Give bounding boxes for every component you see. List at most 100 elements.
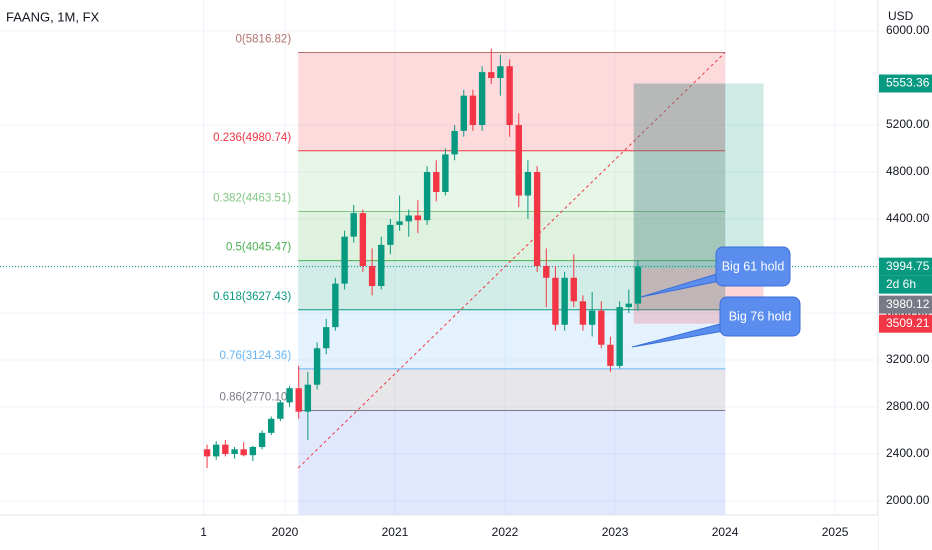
candle-body — [405, 215, 412, 222]
candle-body — [488, 72, 495, 79]
y-tick-label: 6000.00 — [886, 23, 930, 37]
candle-body — [543, 266, 550, 278]
fib-band — [298, 410, 726, 515]
candle-body — [460, 95, 467, 131]
y-tick-label: 2000.00 — [886, 493, 930, 507]
candle-body — [497, 66, 504, 79]
candle-body — [561, 277, 568, 325]
stop-badge-label: 3509.21 — [886, 316, 930, 330]
candle-body — [323, 327, 330, 349]
candle-body — [304, 384, 312, 412]
fib-retracement: 0(5816.82) 0.236(4980.74) 0.382(4463.51) 0.… — [213, 34, 726, 515]
x-tick-label: 2020 — [272, 525, 299, 539]
fib-label: 0.382(4463.51) — [213, 193, 291, 205]
x-tick-label: 2025 — [822, 525, 849, 539]
candle-body — [451, 130, 458, 155]
candle-body — [231, 449, 238, 455]
candle-body — [598, 310, 605, 345]
fib-label: 0.5(4045.47) — [226, 242, 291, 254]
x-tick-label: 2024 — [712, 525, 739, 539]
candle-body — [222, 444, 229, 455]
axes: 2000.002400.002800.003200.003600.004000.… — [200, 23, 932, 539]
long-position — [633, 83, 764, 324]
candle-body — [515, 125, 522, 196]
fib-label: 0.76(3124.36) — [220, 350, 292, 362]
fib-band — [298, 309, 726, 369]
candle-body — [295, 388, 302, 412]
candle-body — [313, 348, 321, 385]
callout-box — [719, 296, 801, 337]
x-tick-label: 1 — [200, 525, 207, 539]
candle-body — [634, 266, 642, 304]
candle-body — [268, 418, 275, 433]
fib-band — [298, 368, 726, 411]
position-progress — [633, 83, 726, 311]
countdown-badge — [879, 275, 932, 294]
candle-body — [442, 154, 449, 192]
target-badge-label: 5553.36 — [886, 76, 930, 90]
candle-body — [469, 95, 477, 126]
candles — [0, 48, 878, 469]
fib-band — [298, 150, 726, 212]
candle-body — [506, 66, 513, 126]
position-target-zone — [633, 83, 764, 269]
candle-body — [579, 301, 587, 325]
candle-body — [433, 172, 440, 192]
candle-body — [625, 303, 632, 308]
candle-body — [524, 172, 532, 196]
candle-body — [616, 307, 623, 366]
grid — [0, 0, 878, 515]
countdown-label: 2d 6h — [886, 277, 916, 291]
current-price-badge-label: 3994.75 — [886, 259, 930, 273]
candle-body — [258, 432, 266, 447]
candle-body — [478, 72, 486, 126]
callout-box — [715, 246, 791, 287]
x-tick-label: 2022 — [492, 525, 519, 539]
x-tick-label: 2021 — [382, 525, 409, 539]
y-tick-label: 5200.00 — [886, 117, 930, 131]
x-tick-label: 2023 — [602, 525, 629, 539]
candle-body — [588, 310, 596, 325]
candle-body — [533, 172, 541, 267]
candle-body — [368, 266, 376, 286]
currency: USD — [888, 9, 914, 23]
entry-badge-label: 3980.12 — [886, 297, 930, 311]
candle-body — [203, 449, 211, 457]
chart-title: FAANG, 1M, FX — [6, 9, 100, 24]
candle-body — [414, 215, 422, 221]
y-tick-label: 2800.00 — [886, 399, 930, 413]
candle-body — [607, 344, 614, 366]
callout-text: Big 76 hold — [729, 309, 792, 323]
y-tick-label: 3200.00 — [886, 352, 930, 366]
candle-body — [277, 402, 284, 419]
candle-body — [341, 236, 348, 284]
candle-body — [286, 388, 293, 403]
candle-body — [396, 221, 403, 225]
candle-body — [387, 224, 394, 245]
candle-body — [212, 444, 220, 457]
candle-body — [552, 277, 559, 325]
candle-body — [570, 277, 577, 302]
y-tick-label: 4400.00 — [886, 211, 930, 225]
candle-body — [423, 172, 431, 221]
current-price-badge — [879, 257, 932, 276]
time-axis — [0, 515, 878, 550]
stop-badge — [879, 314, 932, 333]
candle-body — [350, 213, 357, 237]
callout-text: Big 61 hold — [722, 259, 785, 273]
y-tick-label: 4800.00 — [886, 164, 930, 178]
fib-label: 0(5816.82) — [236, 34, 292, 46]
fib-label: 0.86(2770.10) — [220, 392, 292, 404]
fib-label: 0.236(4980.74) — [213, 132, 291, 144]
fib-label: 0.618(3627.43) — [213, 291, 291, 303]
fib-band — [298, 211, 726, 261]
candle-body — [378, 244, 385, 286]
target-badge — [879, 74, 932, 93]
annotations: Big 61 hold Big 76 hold — [631, 246, 801, 348]
entry-badge — [879, 295, 932, 314]
candle-body — [249, 446, 257, 456]
candle-body — [240, 449, 247, 456]
y-tick-label: 2400.00 — [886, 446, 930, 460]
candle-body — [332, 283, 339, 328]
